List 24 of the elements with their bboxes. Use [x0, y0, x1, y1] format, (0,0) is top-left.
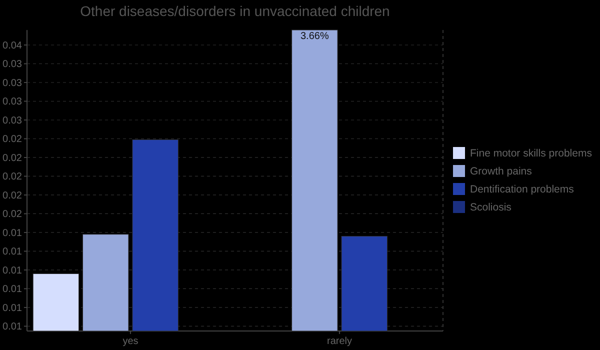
- y-tick-label: 0.02: [2, 172, 22, 183]
- x-tick-label: rarely: [327, 336, 352, 347]
- chart-title: Other diseases/disorders in unvaccinated children: [80, 3, 390, 19]
- y-tick-label: 0.01: [2, 246, 22, 258]
- y-tick-label: 0.01: [2, 284, 22, 296]
- y-tick-label: 0.03: [2, 96, 22, 108]
- y-tick-label: 0.04: [2, 40, 22, 52]
- y-tick-label: 0.01: [2, 265, 22, 276]
- data-label: 3.66%: [300, 31, 329, 42]
- y-tick-label: 0.03: [2, 59, 22, 70]
- legend-label: Dentification problems: [470, 184, 574, 196]
- y-tick-label: 0.01: [2, 302, 22, 314]
- y-tick-label: 0.01: [2, 322, 22, 333]
- y-tick-label: 0.02: [2, 152, 22, 164]
- y-tick-label: 0.01: [2, 228, 22, 239]
- y-tick-label: 0.02: [2, 190, 22, 202]
- x-tick-label: yes: [122, 336, 138, 347]
- y-tick-label: 0.03: [2, 78, 22, 89]
- legend-label: Growth pains: [470, 166, 532, 178]
- y-tick-label: 0.02: [2, 134, 22, 146]
- legend-label: Scoliosis: [470, 202, 512, 214]
- legend-label: Fine motor skills problems: [470, 148, 592, 160]
- y-tick-label: 0.03: [2, 115, 22, 126]
- y-tick-label: 0.02: [2, 209, 22, 220]
